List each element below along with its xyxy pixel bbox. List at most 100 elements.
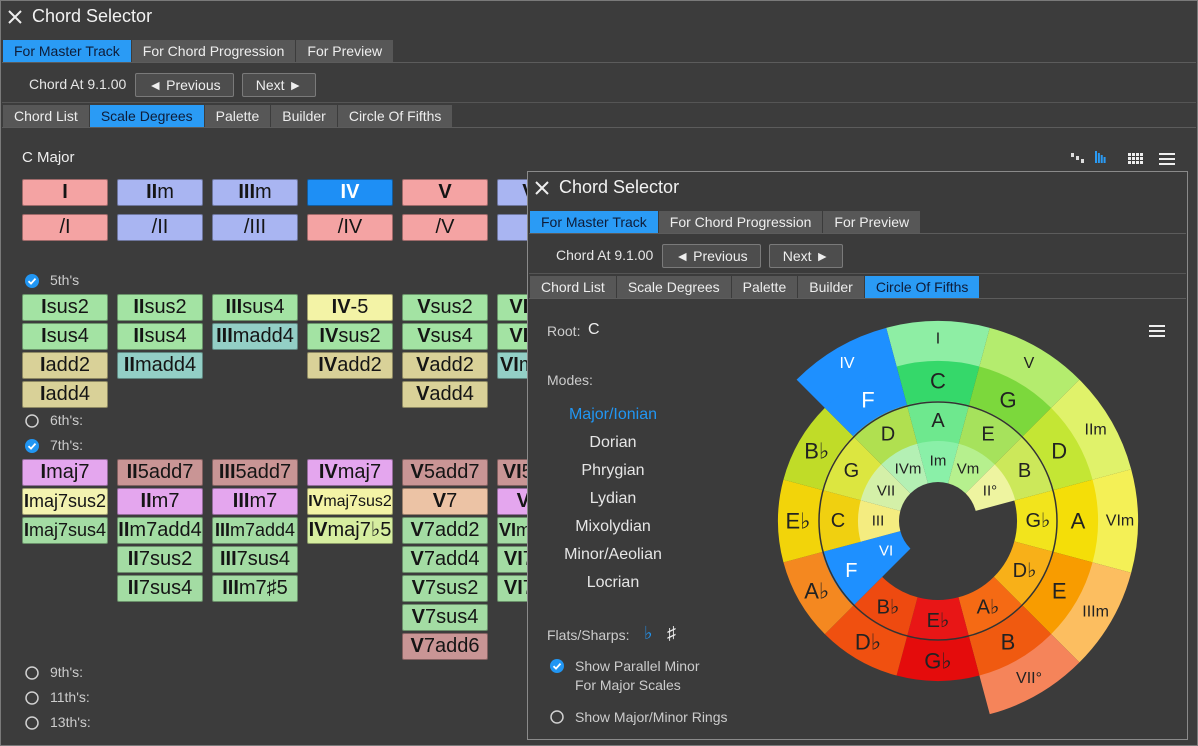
tab[interactable]: For Master Track — [530, 211, 658, 233]
mode-option[interactable]: Dorian — [589, 434, 637, 451]
previous-button[interactable]: ◄ Previous — [662, 244, 761, 268]
chord-button[interactable]: Isus2 — [22, 294, 108, 321]
flat-button[interactable]: ♭ — [644, 623, 653, 643]
tab[interactable]: For Chord Progression — [658, 211, 823, 233]
tab[interactable]: Palette — [731, 276, 798, 298]
chord-button[interactable]: Imaj7 — [22, 459, 108, 486]
chord-button[interactable]: IVmaj7sus2 — [307, 488, 393, 515]
chord-button[interactable]: IIIsus4 — [212, 294, 298, 321]
tab[interactable]: Builder — [798, 276, 864, 298]
major-note-sector[interactable] — [778, 479, 824, 563]
tab[interactable]: Palette — [204, 105, 271, 127]
chord-button[interactable]: Iadd2 — [22, 352, 108, 379]
chord-button[interactable]: V7add2 — [402, 517, 488, 544]
chord-button[interactable]: V7add6 — [402, 633, 488, 660]
inner-degree-sector[interactable] — [881, 443, 928, 494]
chord-button[interactable]: IVadd2 — [307, 352, 393, 379]
chord-button[interactable]: IIm7add4 — [117, 517, 203, 544]
menu-icon[interactable] — [1158, 152, 1176, 166]
chord-button[interactable]: IIm7 — [117, 488, 203, 515]
tab[interactable]: For Preview — [823, 211, 921, 233]
chord-button[interactable]: IIIm — [212, 179, 298, 206]
group-toggle[interactable] — [24, 273, 40, 289]
major-note-sector[interactable] — [968, 605, 1052, 676]
chord-button[interactable]: /IV — [307, 214, 393, 241]
chord-button[interactable]: IVmaj7 — [307, 459, 393, 486]
next-button[interactable]: Next ► — [769, 244, 843, 268]
inner-degree-sector[interactable] — [965, 464, 1016, 511]
group-toggle[interactable] — [24, 413, 40, 429]
tab[interactable]: For Master Track — [3, 40, 131, 62]
chord-button[interactable]: V — [402, 179, 488, 206]
inner-degree-sector[interactable] — [858, 500, 901, 542]
chord-button[interactable]: V7 — [402, 488, 488, 515]
chord-button[interactable]: V7sus2 — [402, 575, 488, 602]
major-note-sector[interactable] — [824, 605, 908, 676]
chord-button[interactable]: Vsus4 — [402, 323, 488, 350]
major-note-sector[interactable] — [824, 366, 908, 437]
sharp-button[interactable]: ♯ — [667, 623, 676, 643]
tab[interactable]: Scale Degrees — [89, 105, 204, 127]
minor-note-sector[interactable] — [906, 597, 970, 641]
tab[interactable]: Builder — [271, 105, 337, 127]
chord-button[interactable]: V7add4 — [402, 546, 488, 573]
chord-button[interactable]: Iadd4 — [22, 381, 108, 408]
tab[interactable]: Circle Of Fifths — [864, 276, 980, 298]
close-button[interactable] — [534, 180, 550, 196]
chord-button[interactable]: /I — [22, 214, 108, 241]
chord-button[interactable]: Vsus2 — [402, 294, 488, 321]
minor-note-sector[interactable] — [818, 489, 862, 553]
mode-option[interactable]: Minor/Aeolian — [564, 546, 662, 563]
chord-button[interactable]: Imaj7sus2 — [22, 488, 108, 515]
mode-option[interactable]: Locrian — [586, 574, 640, 591]
tab[interactable]: For Preview — [296, 40, 394, 62]
chord-button[interactable]: IIIm7♯5 — [212, 575, 298, 602]
chord-button[interactable]: IVsus2 — [307, 323, 393, 350]
tab[interactable]: Circle Of Fifths — [337, 105, 453, 127]
previous-button[interactable]: ◄ Previous — [135, 73, 234, 97]
chord-button[interactable]: IImadd4 — [117, 352, 203, 379]
chord-button[interactable]: /III — [212, 214, 298, 241]
chord-button[interactable]: /II — [117, 214, 203, 241]
menu-icon[interactable] — [1148, 324, 1166, 338]
chord-button[interactable]: I — [22, 179, 108, 206]
major-note-sector[interactable] — [896, 361, 980, 407]
inner-degree-sector[interactable] — [917, 441, 959, 484]
chord-button[interactable]: III5add7 — [212, 459, 298, 486]
degree-sector[interactable] — [979, 633, 1080, 715]
minor-note-sector[interactable] — [958, 576, 1023, 637]
close-button[interactable] — [7, 9, 23, 25]
chord-button[interactable]: IIm — [117, 179, 203, 206]
degree-sector[interactable] — [1050, 562, 1132, 663]
chord-button[interactable]: III7sus4 — [212, 546, 298, 573]
tab[interactable]: Chord List — [530, 276, 616, 298]
chord-button[interactable]: IIsus4 — [117, 323, 203, 350]
degree-sector[interactable] — [1050, 379, 1132, 480]
tab[interactable]: For Chord Progression — [131, 40, 296, 62]
chord-button[interactable]: Isus4 — [22, 323, 108, 350]
chord-button[interactable]: Imaj7sus4 — [22, 517, 108, 544]
inner-degree-sector[interactable] — [860, 464, 911, 511]
major-note-sector[interactable] — [1052, 479, 1098, 563]
degree-sector[interactable] — [796, 327, 897, 409]
chord-button[interactable]: V5add7 — [402, 459, 488, 486]
major-note-sector[interactable] — [783, 407, 854, 491]
chord-button[interactable]: V7sus4 — [402, 604, 488, 631]
minor-note-sector[interactable] — [1014, 489, 1058, 553]
degree-sector[interactable] — [1091, 469, 1138, 573]
chord-button[interactable]: IIIm7add4 — [212, 517, 298, 544]
chord-button[interactable]: IIIm7 — [212, 488, 298, 515]
chord-button[interactable]: Vadd2 — [402, 352, 488, 379]
chord-button[interactable]: IVmaj7♭5 — [307, 517, 393, 544]
major-note-sector[interactable] — [968, 366, 1052, 437]
chord-button[interactable]: IIsus2 — [117, 294, 203, 321]
rings-toggle[interactable] — [549, 709, 565, 725]
chord-button[interactable]: II5add7 — [117, 459, 203, 486]
minor-note-sector[interactable] — [993, 541, 1054, 606]
major-note-sector[interactable] — [896, 635, 980, 681]
mode-option[interactable]: Mixolydian — [575, 518, 651, 535]
tab[interactable]: Chord List — [3, 105, 89, 127]
mode-option[interactable]: Major/Ionian — [568, 406, 658, 423]
inner-degree-sector[interactable] — [948, 443, 995, 494]
chord-button[interactable]: /V — [402, 214, 488, 241]
